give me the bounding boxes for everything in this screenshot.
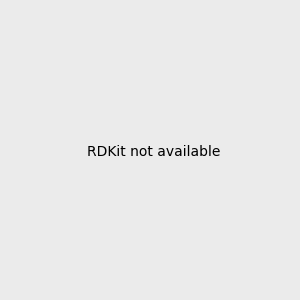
Text: RDKit not available: RDKit not available <box>87 145 220 158</box>
